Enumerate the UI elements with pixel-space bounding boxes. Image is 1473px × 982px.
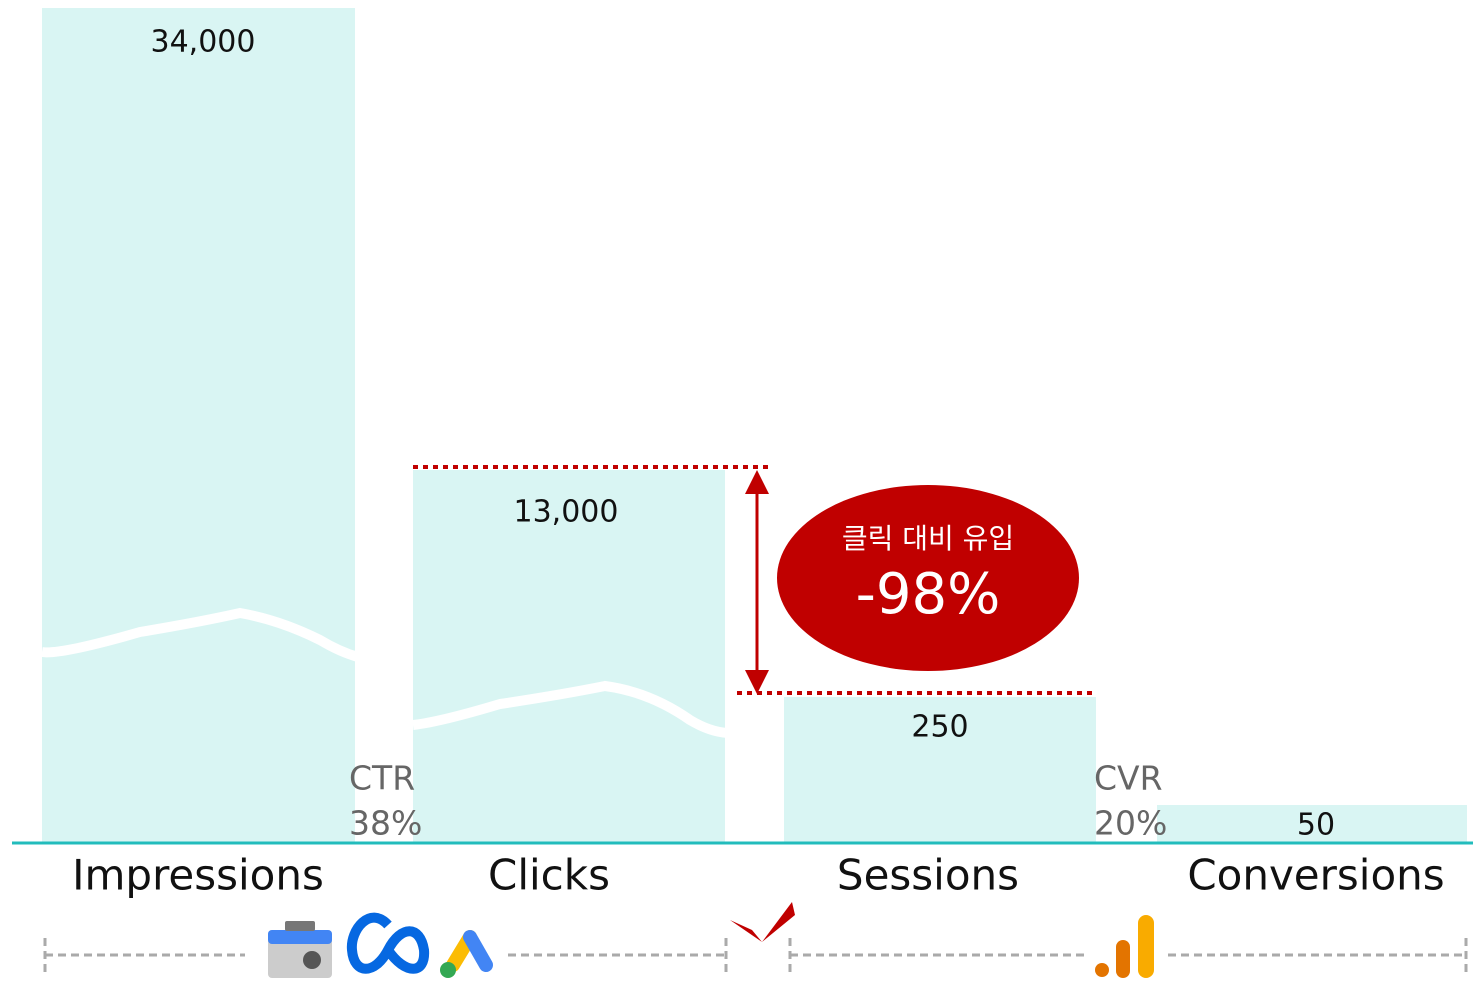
analytics-icon	[1095, 915, 1154, 978]
axis-break	[41, 607, 360, 662]
bar	[413, 470, 725, 843]
callout-text: 클릭 대비 유입	[842, 522, 1014, 555]
value-label: 34,000	[151, 25, 256, 60]
rate-label: CTR	[349, 759, 415, 798]
callout-value: -98%	[856, 562, 1001, 627]
callout-bubble	[777, 485, 1079, 671]
bar	[42, 8, 355, 843]
rate-label: CVR	[1094, 759, 1163, 798]
bar	[784, 697, 1096, 843]
stage-label: Clicks	[488, 851, 610, 900]
stage-label: Sessions	[837, 851, 1019, 900]
stage-label: Impressions	[72, 851, 324, 900]
value-label: 50	[1297, 808, 1335, 843]
rate-value: 38%	[349, 804, 422, 843]
search-console-icon	[268, 921, 332, 978]
axis-break	[412, 680, 729, 738]
gap	[355, 500, 413, 843]
google-ads-icon	[440, 930, 493, 978]
value-label: 13,000	[514, 495, 619, 530]
rate-value: 20%	[1094, 804, 1167, 843]
value-label: 250	[911, 710, 968, 745]
meta-icon	[346, 912, 430, 974]
bar	[1157, 805, 1467, 843]
stage-label: Conversions	[1187, 851, 1444, 900]
check-icon	[730, 902, 795, 942]
